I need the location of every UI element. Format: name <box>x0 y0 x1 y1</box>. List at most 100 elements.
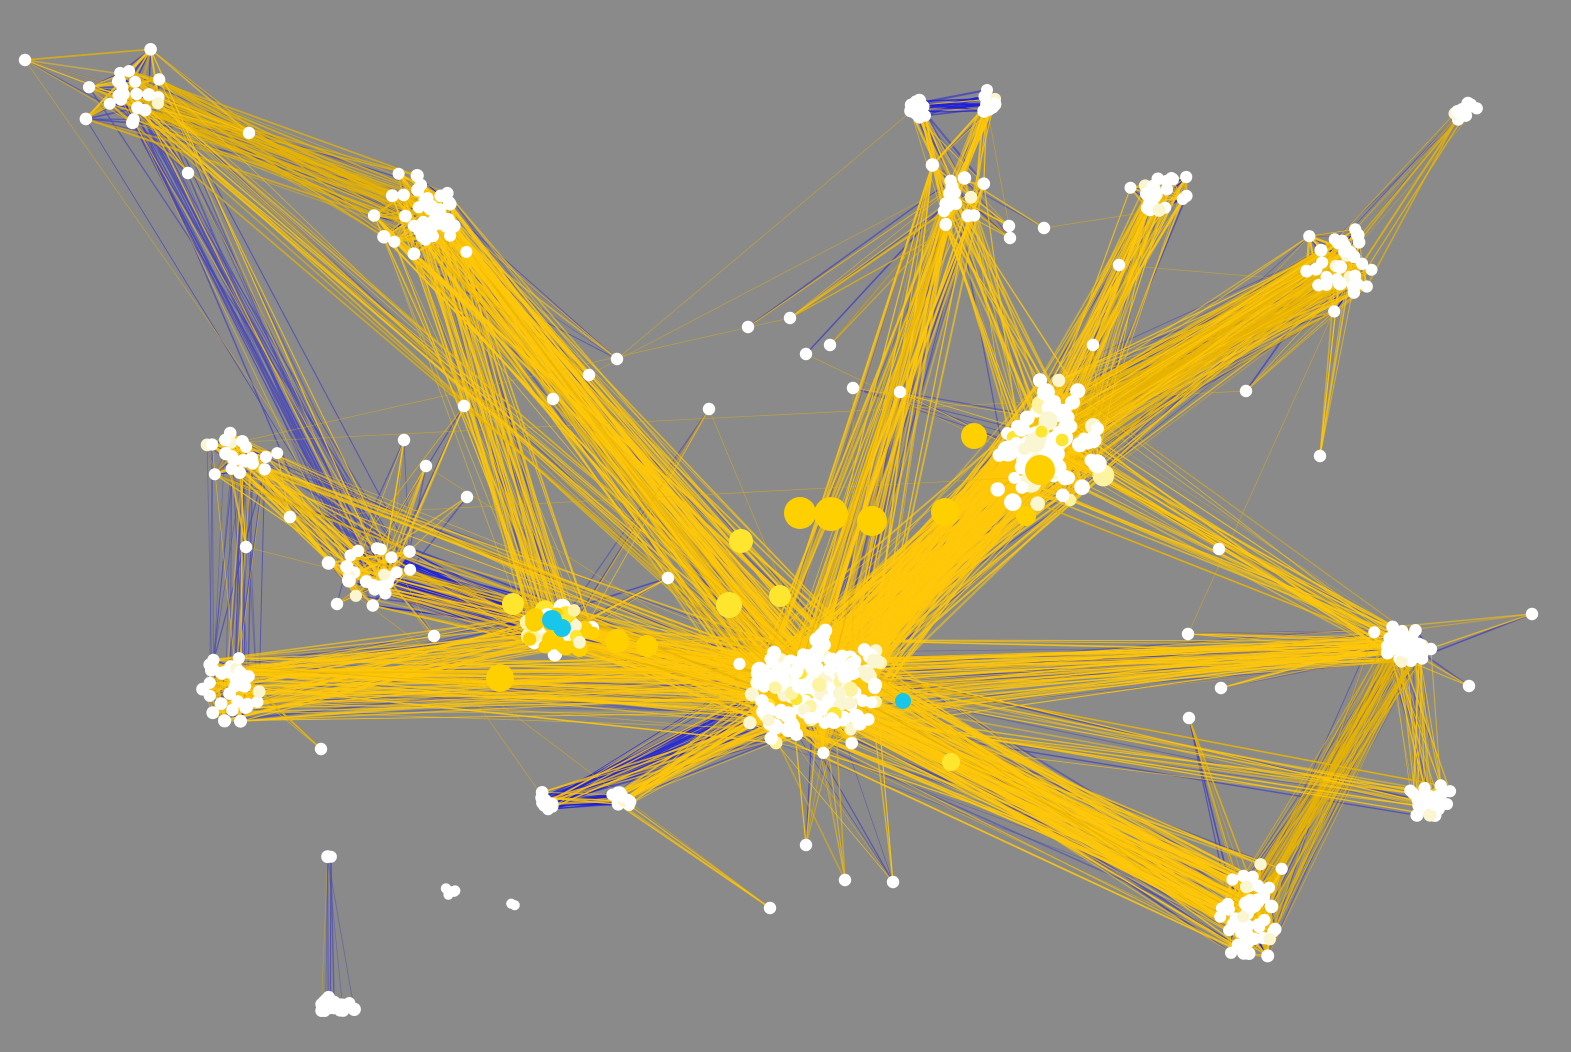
graph-node[interactable] <box>950 197 963 210</box>
graph-node[interactable] <box>112 74 126 88</box>
graph-node[interactable] <box>234 714 247 728</box>
graph-node[interactable] <box>1003 231 1017 245</box>
graph-node[interactable] <box>385 189 399 203</box>
graph-node[interactable] <box>1333 276 1347 291</box>
graph-node[interactable] <box>569 619 582 632</box>
graph-node[interactable] <box>1223 924 1236 937</box>
graph-node[interactable] <box>1300 264 1314 278</box>
graph-node[interactable] <box>1261 949 1275 963</box>
graph-node[interactable] <box>388 235 401 248</box>
graph-node[interactable] <box>410 169 424 183</box>
graph-node[interactable] <box>218 665 231 678</box>
graph-node[interactable] <box>1004 493 1022 512</box>
graph-node[interactable] <box>799 838 813 852</box>
graph-node[interactable] <box>1412 799 1425 812</box>
graph-node[interactable] <box>744 687 760 702</box>
graph-node[interactable] <box>460 490 474 504</box>
graph-node[interactable] <box>1181 627 1195 641</box>
graph-node[interactable] <box>1180 189 1193 202</box>
graph-node[interactable] <box>129 75 142 88</box>
graph-node[interactable] <box>1368 626 1381 639</box>
graph-node[interactable] <box>1434 779 1447 792</box>
graph-node[interactable] <box>126 116 139 130</box>
graph-node[interactable] <box>1253 921 1266 933</box>
graph-node[interactable] <box>404 563 417 576</box>
graph-node[interactable] <box>832 695 849 711</box>
graph-node[interactable] <box>1316 256 1329 269</box>
graph-node[interactable] <box>112 89 125 102</box>
graph-node[interactable] <box>79 112 93 126</box>
graph-node[interactable] <box>1062 419 1077 434</box>
graph-node[interactable] <box>981 84 993 96</box>
graph-node[interactable] <box>817 638 831 652</box>
graph-node[interactable] <box>586 626 600 640</box>
graph-node[interactable] <box>1343 245 1356 258</box>
graph-node[interactable] <box>822 693 835 707</box>
graph-node[interactable] <box>778 673 791 686</box>
graph-node[interactable] <box>233 466 247 479</box>
graph-node[interactable] <box>251 695 264 709</box>
graph-node[interactable] <box>1303 230 1316 243</box>
graph-node[interactable] <box>1351 228 1365 242</box>
graph-node[interactable] <box>1021 410 1034 423</box>
graph-node[interactable] <box>573 635 586 649</box>
graph-node[interactable] <box>239 455 252 468</box>
graph-node[interactable] <box>1036 383 1055 402</box>
graph-node[interactable] <box>1263 933 1277 946</box>
graph-node[interactable] <box>764 653 777 665</box>
gold-hub-6[interactable] <box>961 423 987 449</box>
graph-node[interactable] <box>321 850 334 864</box>
graph-node[interactable] <box>1015 481 1029 494</box>
graph-node[interactable] <box>206 438 219 451</box>
graph-node[interactable] <box>1525 607 1539 621</box>
graph-node[interactable] <box>385 551 398 564</box>
graph-node[interactable] <box>1416 652 1429 665</box>
graph-node[interactable] <box>823 338 837 352</box>
graph-node[interactable] <box>1312 279 1325 292</box>
graph-node[interactable] <box>509 900 520 911</box>
graph-node[interactable] <box>741 320 755 334</box>
graph-node[interactable] <box>1052 373 1066 387</box>
graph-node[interactable] <box>866 653 882 669</box>
graph-node[interactable] <box>403 545 416 558</box>
graph-node[interactable] <box>416 215 430 229</box>
graph-node[interactable] <box>1032 373 1048 388</box>
graph-node[interactable] <box>1024 432 1045 453</box>
graph-node[interactable] <box>582 368 596 382</box>
graph-node[interactable] <box>1030 496 1045 512</box>
node-layer[interactable] <box>18 43 1539 1017</box>
graph-node[interactable] <box>1239 880 1253 894</box>
graph-node[interactable] <box>763 901 777 915</box>
graph-node[interactable] <box>366 599 379 612</box>
graph-node[interactable] <box>1399 645 1411 658</box>
graph-node[interactable] <box>909 95 923 108</box>
graph-node[interactable] <box>1237 869 1250 883</box>
graph-node[interactable] <box>340 560 354 574</box>
graph-node[interactable] <box>444 229 457 242</box>
graph-node[interactable] <box>964 190 978 204</box>
graph-node[interactable] <box>223 687 237 700</box>
graph-node[interactable] <box>1002 219 1016 233</box>
graph-node[interactable] <box>378 568 390 581</box>
graph-node[interactable] <box>232 652 245 665</box>
graph-node[interactable] <box>1254 858 1267 871</box>
graph-node[interactable] <box>419 459 433 473</box>
graph-node[interactable] <box>846 381 860 395</box>
graph-node[interactable] <box>1275 862 1288 875</box>
graph-node[interactable] <box>1091 422 1104 436</box>
graph-node[interactable] <box>552 635 565 648</box>
graph-node[interactable] <box>1087 454 1107 474</box>
graph-node[interactable] <box>434 189 448 203</box>
graph-node[interactable] <box>799 347 813 361</box>
graph-node[interactable] <box>836 661 852 677</box>
graph-node[interactable] <box>1441 798 1453 811</box>
graph-node[interactable] <box>803 711 816 725</box>
graph-node[interactable] <box>1013 420 1030 437</box>
graph-node[interactable] <box>865 696 878 709</box>
graph-node[interactable] <box>407 247 421 261</box>
graph-node[interactable] <box>961 209 975 223</box>
graph-node[interactable] <box>1160 174 1174 188</box>
graph-node[interactable] <box>229 672 242 685</box>
graph-node[interactable] <box>843 696 857 710</box>
graph-node[interactable] <box>18 53 32 67</box>
